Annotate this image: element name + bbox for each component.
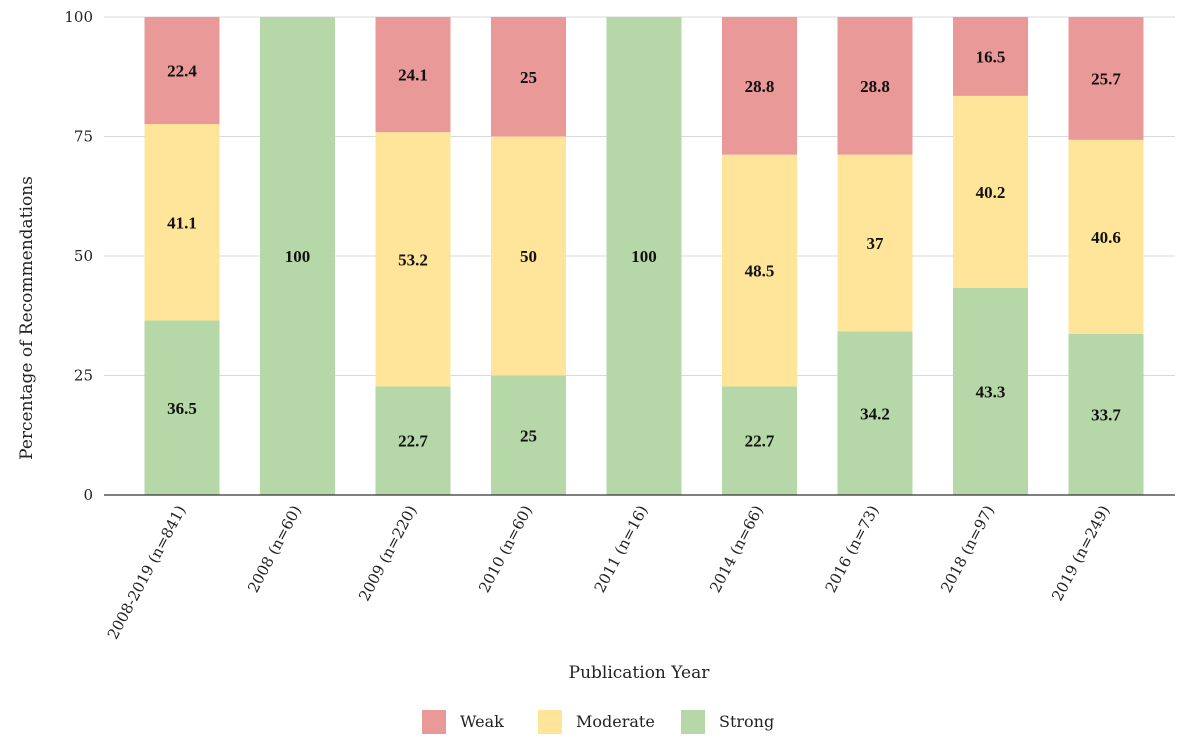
legend-label-weak: Weak <box>460 712 504 731</box>
y-tick-label: 75 <box>74 128 93 146</box>
y-tick-label: 100 <box>64 8 93 26</box>
data-label: 34.2 <box>860 404 890 423</box>
bar-weak <box>491 17 566 137</box>
bar-weak <box>953 17 1028 96</box>
data-label: 28.8 <box>745 77 775 96</box>
data-label: 50 <box>520 247 537 266</box>
data-label: 36.5 <box>167 399 197 418</box>
legend-swatch-weak <box>422 710 446 734</box>
x-axis-title: Publication Year <box>569 663 711 683</box>
data-label: 40.2 <box>976 183 1006 202</box>
y-tick-label: 50 <box>74 247 93 265</box>
bar-strong <box>837 331 913 495</box>
bar-moderate <box>953 95 1028 289</box>
data-label: 24.1 <box>398 66 428 85</box>
data-labels: 36.5 41.1 22.4 100 22.7 53.2 24.1 25 50 25 100 22.7… <box>167 47 1121 450</box>
bar-strong <box>260 17 335 495</box>
bar-strong <box>606 17 682 495</box>
data-label: 41.1 <box>167 213 197 232</box>
legend-swatch-strong <box>681 710 705 734</box>
bar-moderate <box>144 124 220 321</box>
data-label: 37 <box>867 234 885 253</box>
bar-moderate <box>1068 139 1144 334</box>
data-label: 25.7 <box>1091 69 1121 88</box>
data-label: 22.7 <box>745 432 775 451</box>
bar-strong <box>375 386 451 495</box>
data-label: 100 <box>631 247 657 266</box>
y-axis-title: Percentage of Recommendations <box>17 176 37 460</box>
x-tick-label: 2011 (n=16) <box>591 502 652 595</box>
bar-strong <box>1068 333 1144 495</box>
bar-strong <box>491 375 566 495</box>
data-label: 33.7 <box>1091 405 1121 424</box>
x-tick-label: 2010 (n=60) <box>475 502 536 595</box>
y-tick-label: 0 <box>83 486 93 504</box>
x-axis-ticks: 2008-2019 (n=841) 2008 (n=60) 2009 (n=220)… <box>104 502 1114 642</box>
data-label: 43.3 <box>976 383 1006 402</box>
data-label: 53.2 <box>398 250 428 269</box>
data-label: 22.4 <box>167 62 197 81</box>
data-label: 40.6 <box>1091 228 1121 247</box>
data-label: 48.5 <box>745 262 775 281</box>
x-tick-label: 2016 (n=73) <box>822 502 883 595</box>
bar-strong <box>953 288 1028 495</box>
bar-moderate <box>491 136 566 376</box>
data-label: 16.5 <box>976 47 1006 66</box>
y-axis-ticks: 0 25 50 75 100 <box>64 8 93 504</box>
x-tick-label: 2014 (n=66) <box>706 502 767 595</box>
legend-label-moderate: Moderate <box>576 712 655 731</box>
bar-weak <box>722 17 797 155</box>
bar-weak <box>144 17 220 125</box>
bar-moderate <box>375 132 451 387</box>
bar-strong <box>144 320 220 495</box>
x-tick-label: 2019 (n=249) <box>1048 502 1113 604</box>
legend: Weak Moderate Strong <box>422 710 774 734</box>
legend-swatch-moderate <box>538 710 562 734</box>
x-tick-label: 2009 (n=220) <box>355 502 420 604</box>
bar-weak <box>375 17 451 133</box>
x-tick-label: 2008-2019 (n=841) <box>104 502 190 642</box>
data-label: 25 <box>520 426 537 445</box>
bar-moderate <box>722 154 797 387</box>
bar-weak <box>1068 17 1144 140</box>
bar-moderate <box>837 154 913 332</box>
y-tick-label: 25 <box>74 367 93 385</box>
bars <box>144 17 1144 495</box>
x-tick-label: 2008 (n=60) <box>244 502 305 595</box>
data-label: 22.7 <box>398 432 428 451</box>
bar-weak <box>837 17 913 155</box>
data-label: 28.8 <box>860 77 890 96</box>
x-tick-label: 2018 (n=97) <box>937 502 998 595</box>
data-label: 25 <box>520 68 537 87</box>
bar-strong <box>722 386 797 495</box>
data-label: 100 <box>285 247 311 266</box>
legend-label-strong: Strong <box>719 712 774 731</box>
